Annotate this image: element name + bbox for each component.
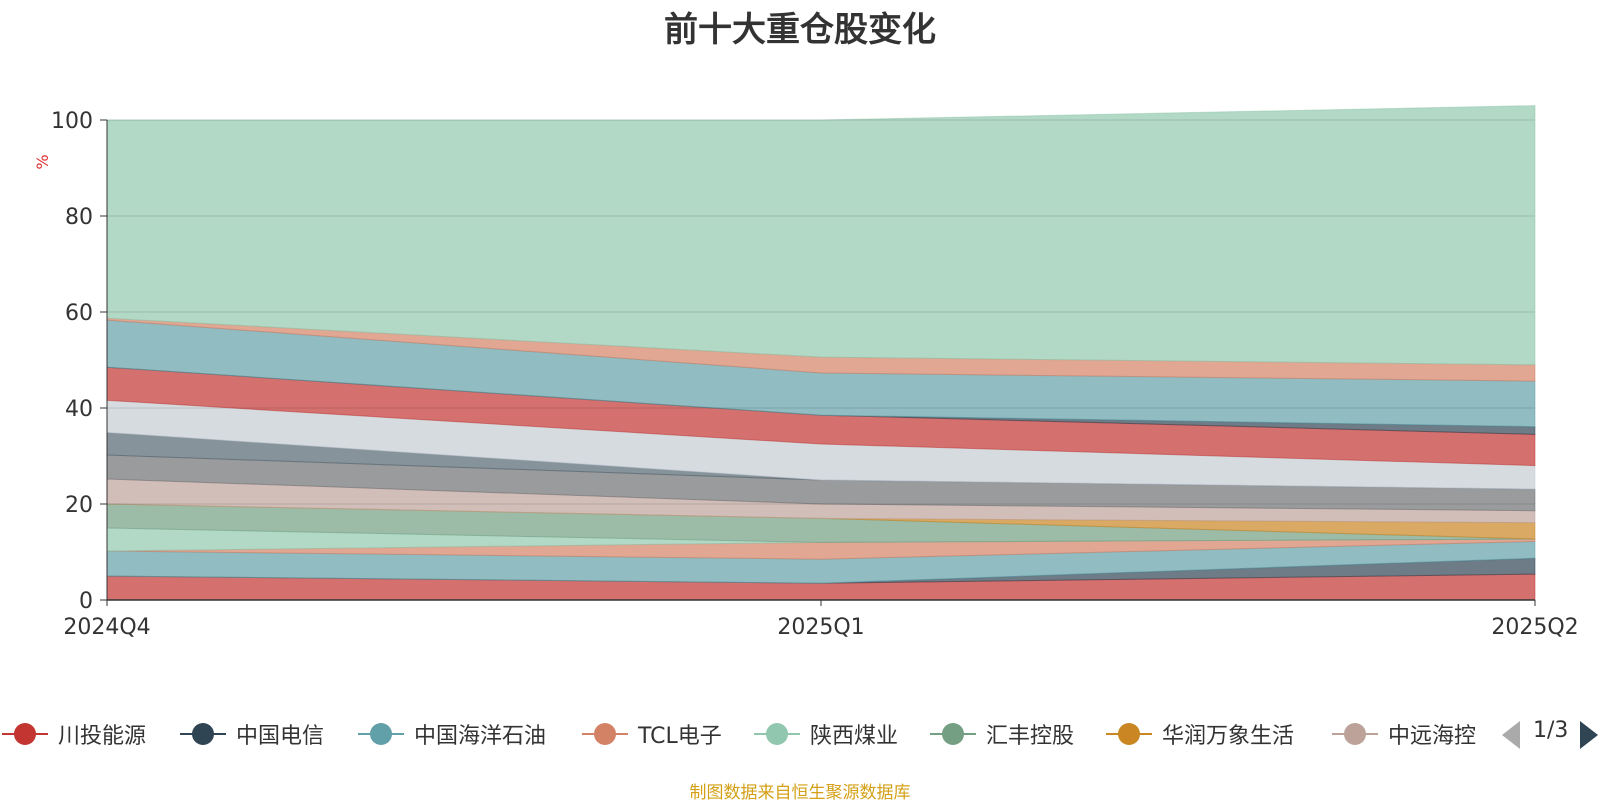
data-source-note: 制图数据来自恒生聚源数据库 [689,783,911,803]
y-tick-label: 80 [65,205,93,230]
legend-label: 华润万象生活 [1162,724,1295,749]
legend-label: 陕西煤业 [810,724,899,749]
legend-symbol-icon [1106,723,1152,745]
y-tick-label: 40 [65,397,93,422]
legend-item[interactable]: TCL电子 [580,718,722,750]
legend-label: 中远海控 [1388,724,1477,749]
x-tick-label: 2025Q2 [1491,615,1578,640]
x-tick-label: 2024Q4 [63,615,150,640]
legend-item[interactable]: 中国海洋石油 [356,718,546,750]
y-tick-label: 20 [65,493,93,518]
y-axis-label: % [33,154,52,169]
y-tick-label: 60 [65,301,93,326]
legend-item[interactable]: 中远海控 [1330,718,1476,750]
legend-item[interactable]: 陕西煤业 [752,718,898,750]
legend-symbol-icon [930,723,976,745]
legend-symbol-icon [582,723,628,745]
chart-plot: 0 20 40 60 80 100 2024Q4 2025Q1 2025Q2% [33,105,1579,640]
legend-next-page-icon[interactable] [1578,720,1600,750]
y-tick-label: 0 [79,589,93,614]
y-tick-label: 100 [51,109,93,134]
chart-title: 前十大重仓股变化 [664,10,936,50]
legend-symbol-icon [754,723,800,745]
x-tick-label: 2025Q1 [777,615,864,640]
legend-prev-page-icon[interactable] [1500,720,1522,750]
legend-item[interactable]: 华润万象生活 [1104,718,1294,750]
legend-label: 汇丰控股 [986,724,1075,749]
legend-symbol-icon [1332,723,1378,745]
legend-symbol-icon [180,723,226,745]
legend-item[interactable]: 川投能源 [0,718,146,750]
area-series-15 [106,105,1536,366]
legend-label: 中国海洋石油 [414,724,547,749]
legend-label: 川投能源 [58,724,147,749]
legend-symbol-icon [358,723,404,745]
legend-item[interactable]: 中国电信 [178,718,324,750]
legend-label: TCL电子 [638,724,722,749]
legend-label: 中国电信 [236,724,325,749]
legend-symbol-icon [2,723,48,745]
legend-item[interactable]: 汇丰控股 [928,718,1074,750]
legend-page-indicator: 1/3 [1533,718,1569,743]
